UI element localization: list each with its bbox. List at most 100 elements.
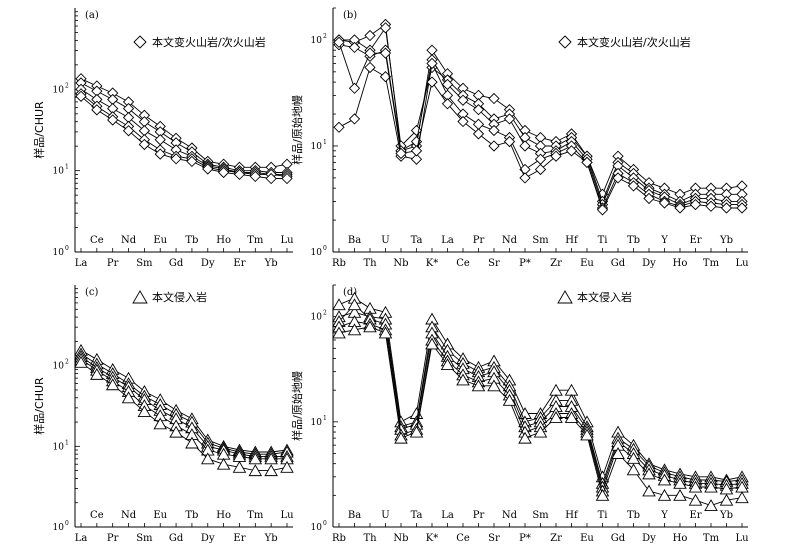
x-tick-label: Tm (247, 510, 264, 521)
data-point (533, 425, 548, 438)
data-point (264, 464, 278, 477)
data-point (216, 457, 231, 470)
data-point (688, 493, 703, 506)
panel-label: (b) (343, 10, 357, 21)
x-tick-label: La (441, 510, 454, 521)
series-4 (332, 315, 749, 497)
data-point (364, 47, 376, 59)
x-tick-label: Gd (169, 533, 184, 544)
legend-label: 本文变火山岩/次火山岩 (577, 35, 691, 49)
data-point (611, 447, 625, 459)
x-tick-label: Dy (642, 258, 656, 269)
data-point (565, 145, 578, 157)
data-point (550, 150, 562, 162)
x-tick-label: K* (426, 533, 438, 544)
data-point (425, 337, 439, 350)
y-tick-exponent: 1 (65, 439, 69, 446)
data-point (564, 411, 579, 423)
x-tick-label: Hf (565, 510, 579, 521)
x-tick-label: Tb (627, 510, 640, 521)
data-point (364, 61, 376, 74)
series-3 (333, 39, 748, 211)
data-point (347, 298, 362, 311)
data-point (233, 168, 246, 181)
x-tick-label: Gd (169, 258, 184, 269)
data-point (736, 202, 748, 214)
series-line (338, 44, 742, 206)
y-tick-label: 10 (53, 362, 65, 372)
x-tick-label: Tm (247, 235, 264, 246)
x-tick-label: Hf (565, 235, 579, 246)
x-tick-label: Ce (456, 533, 470, 544)
data-point (518, 431, 532, 444)
x-tick-label: Nb (393, 533, 408, 544)
series-line (338, 42, 742, 211)
data-point (440, 358, 455, 371)
x-tick-label: Ce (90, 510, 104, 521)
x-tick-label: Eu (580, 533, 594, 544)
series-5 (332, 320, 749, 511)
x-tick-label: Yb (719, 235, 733, 246)
x-tick-label: P* (519, 533, 531, 544)
data-point (719, 493, 734, 506)
data-point (534, 163, 547, 176)
x-tick-label: Nd (121, 510, 137, 521)
data-point (364, 29, 376, 42)
data-point (503, 135, 516, 148)
y-axis-title: 样品/CHUR (32, 101, 46, 159)
series-2 (333, 22, 748, 208)
y-tick-exponent: 0 (323, 245, 327, 252)
x-tick-label: Nd (502, 510, 518, 521)
series-3 (74, 350, 294, 462)
data-point (333, 121, 345, 133)
x-tick-label: Tm (703, 258, 720, 269)
data-point (612, 172, 624, 184)
data-point (410, 153, 423, 165)
data-point (154, 148, 166, 160)
y-tick-exponent: 0 (65, 520, 69, 527)
data-point (673, 476, 687, 489)
data-point (394, 431, 408, 444)
panel-label: (a) (85, 10, 99, 21)
legend-diamond-icon (133, 35, 147, 49)
x-tick-label: Th (363, 258, 377, 269)
y-tick-label: 10 (53, 85, 65, 95)
data-point (348, 41, 361, 54)
data-point (232, 460, 247, 473)
x-tick-label: Ce (90, 235, 104, 246)
data-point (457, 115, 469, 128)
data-point (121, 391, 136, 404)
data-point (519, 172, 531, 184)
x-tick-label: Ho (673, 533, 688, 544)
x-tick-label: Y (660, 510, 668, 521)
x-tick-label: Dy (201, 258, 215, 269)
series-2 (74, 347, 294, 460)
x-tick-label: Dy (642, 533, 656, 544)
x-tick-label: Ce (456, 258, 470, 269)
y-tick-exponent: 2 (323, 310, 327, 317)
x-tick-label: La (441, 235, 454, 246)
y-tick-label: 10 (311, 248, 323, 258)
data-point (642, 484, 656, 497)
y-tick-exponent: 1 (65, 164, 69, 171)
y-tick-label: 10 (311, 523, 323, 533)
x-tick-label: Tb (185, 510, 198, 521)
data-point (503, 113, 516, 125)
x-tick-label: Zr (550, 258, 562, 269)
data-point (673, 488, 687, 501)
data-point (457, 94, 469, 106)
x-tick-label: Gd (611, 258, 626, 269)
data-point (138, 138, 151, 151)
series-line (338, 311, 743, 485)
data-point (348, 113, 361, 125)
data-point (657, 488, 672, 501)
y-tick-label: 10 (311, 313, 323, 323)
x-tick-label: Zr (550, 533, 562, 544)
data-point (580, 428, 594, 441)
y-tick-exponent: 0 (65, 245, 69, 252)
x-tick-label: Sm (136, 533, 153, 544)
x-tick-label: Lu (280, 235, 294, 246)
